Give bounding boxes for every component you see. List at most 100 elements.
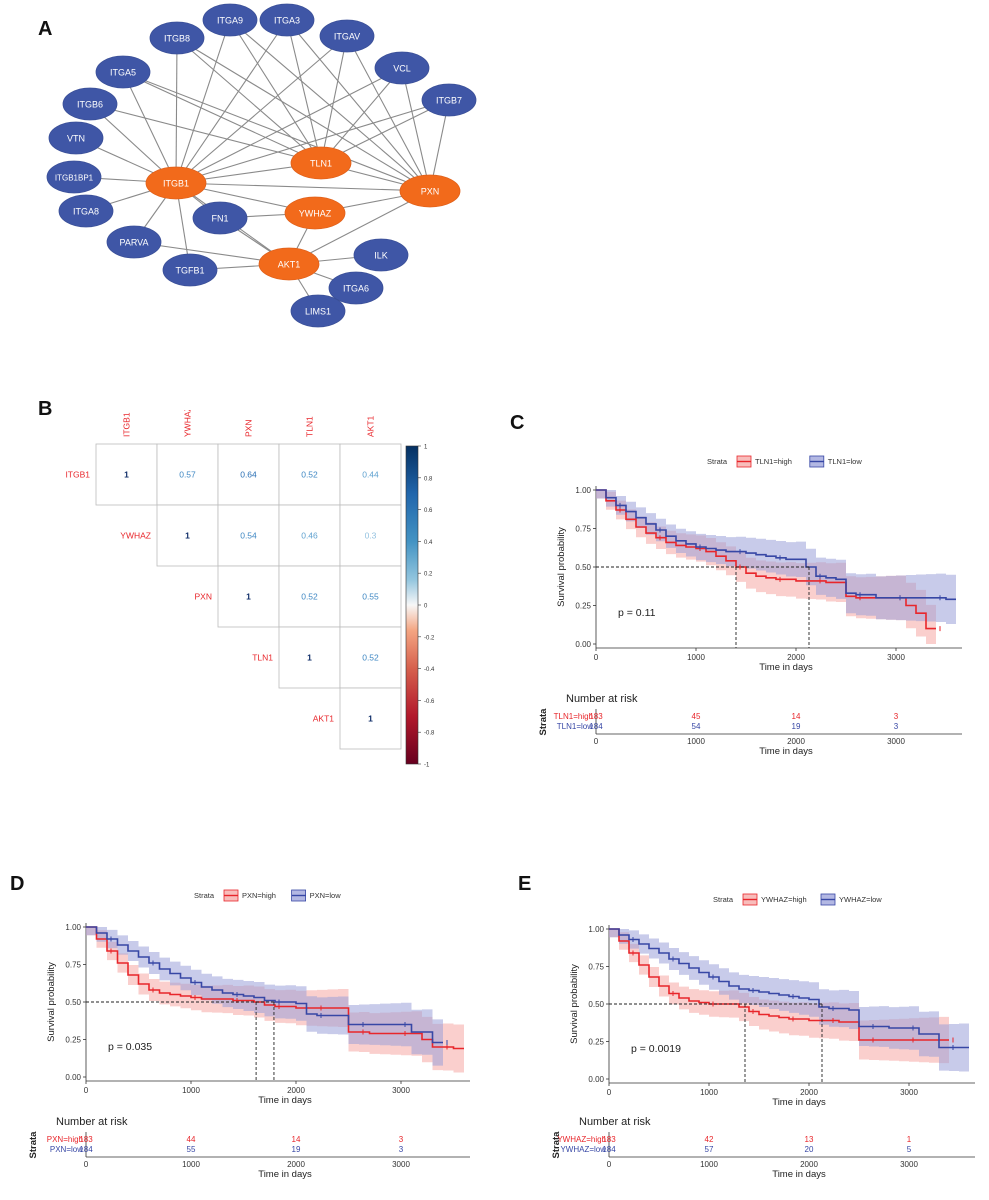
node-itga5: ITGA5: [95, 55, 151, 89]
edge-ITGB1-ITGAV: [175, 35, 348, 184]
edge-TLN1-ITGB8: [176, 37, 322, 164]
risk-count: 1: [907, 1135, 912, 1144]
risk-x-axis-label: Time in days: [759, 746, 813, 757]
confidence-band-low: [609, 929, 969, 1072]
node-parva: PARVA: [106, 225, 162, 259]
p-value: p = 0.035: [108, 1041, 152, 1053]
x-tick-label: 0: [594, 653, 599, 662]
node-ilk: ILK: [353, 238, 409, 272]
node-itga6: ITGA6: [328, 271, 384, 305]
node-tln1: TLN1: [290, 146, 352, 180]
edge-TLN1-VCL: [320, 67, 403, 164]
risk-x-tick: 1000: [700, 1160, 718, 1169]
survival-curve-low: [609, 928, 969, 1049]
node-itgb8: ITGB8: [149, 21, 205, 55]
risk-row-label: TLN1=low: [557, 722, 593, 731]
corr-cell: [217, 443, 280, 506]
edge-TLN1-ITGAV: [320, 35, 348, 164]
risk-count: 3: [399, 1135, 404, 1144]
y-axis-label: Survival probability: [46, 962, 57, 1042]
colorbar-tick: -0.2: [424, 635, 435, 641]
colorbar-tick: 0: [424, 604, 428, 610]
node-itga8: ITGA8: [58, 194, 114, 228]
node-label: TGFB1: [175, 266, 204, 276]
legend-title: Strata: [194, 891, 215, 900]
risk-table-title: Number at risk: [56, 1116, 128, 1128]
edge-PXN-VCL: [401, 67, 431, 192]
corr-cell: [95, 443, 158, 506]
edge-TLN1-ITGA9: [229, 19, 322, 164]
y-tick-label: 0.25: [65, 1036, 81, 1045]
y-tick-label: 0.00: [588, 1075, 604, 1084]
x-tick-label: 2000: [287, 1086, 305, 1095]
risk-count: 184: [589, 722, 603, 731]
risk-count: 54: [692, 722, 701, 731]
risk-count: 14: [792, 712, 801, 721]
risk-count: 183: [79, 1135, 93, 1144]
node-label: AKT1: [278, 260, 301, 270]
legend-entry: PXN=high: [242, 891, 276, 900]
node-vcl: VCL: [374, 51, 430, 85]
p-value: p = 0.11: [618, 607, 656, 619]
node-label: PXN: [421, 187, 440, 197]
risk-count: 45: [692, 712, 701, 721]
node-label: ITGB6: [77, 100, 103, 110]
corr-cell: [217, 504, 280, 567]
panel-label-c: C: [510, 412, 525, 434]
node-label: YWHAZ: [299, 209, 332, 219]
colorbar-tick: -0.8: [424, 731, 435, 737]
risk-count: 44: [187, 1135, 196, 1144]
node-itga9: ITGA9: [202, 3, 258, 37]
risk-count: 13: [805, 1135, 814, 1144]
x-tick-label: 3000: [900, 1088, 918, 1097]
node-label: LIMS1: [305, 307, 331, 317]
node-label: ITGA6: [343, 284, 369, 294]
edge-PXN-ITGAV: [346, 35, 431, 192]
node-label: ITGA3: [274, 16, 300, 26]
row-header-ywhaz: YWHAZ: [120, 531, 151, 541]
y-tick-label: 0.00: [575, 640, 591, 649]
node-itga3: ITGA3: [259, 3, 315, 37]
edge-TLN1-ITGA3: [286, 19, 322, 164]
corr-value: 0.3: [365, 531, 377, 541]
y-tick-label: 0.75: [65, 961, 81, 970]
node-label: VTN: [67, 134, 85, 144]
x-tick-label: 1000: [700, 1088, 718, 1097]
risk-x-tick: 3000: [887, 737, 905, 746]
node-itgb1bp1: ITGB1BP1: [46, 160, 102, 194]
node-ywhaz: YWHAZ: [284, 196, 346, 230]
edge-ITGB1-ITGA9: [175, 19, 231, 184]
node-pxn: PXN: [399, 174, 461, 208]
x-tick-label: 0: [84, 1086, 89, 1095]
corr-cell: [339, 626, 402, 689]
node-label: ITGB1: [163, 179, 189, 189]
colorbar-tick: -0.6: [424, 699, 435, 705]
y-tick-label: 1.00: [588, 925, 604, 934]
risk-x-tick: 3000: [900, 1160, 918, 1169]
risk-count: 183: [602, 1135, 616, 1144]
legend: Strata YWHAZ=high YWHAZ=low: [713, 893, 882, 906]
node-itgb1: ITGB1: [145, 166, 207, 200]
corr-cell: [339, 565, 402, 628]
row-header-akt1: AKT1: [313, 714, 335, 724]
y-tick-label: 0.50: [575, 563, 591, 572]
row-header-tln1: TLN1: [252, 653, 273, 663]
colorbar-tick: 1: [424, 445, 428, 451]
risk-x-tick: 1000: [182, 1160, 200, 1169]
risk-x-axis-label: Time in days: [258, 1169, 312, 1180]
col-header-pxn: PXN: [244, 420, 254, 437]
legend-entry: YWHAZ=high: [761, 895, 807, 904]
node-label: FN1: [211, 214, 228, 224]
risk-count: 19: [292, 1145, 301, 1154]
corr-value: 0.57: [179, 470, 196, 480]
node-itgb7: ITGB7: [421, 83, 477, 117]
correlation-grid: ITGB1 YWHAZ PXN TLN1 AKT1 ITGB1 1 0.57 0.64 0.52 0…: [65, 410, 402, 750]
x-tick-label: 1000: [687, 653, 705, 662]
panel-label-d: D: [10, 873, 25, 895]
corr-cell: [339, 687, 402, 750]
risk-table-title: Number at risk: [579, 1116, 651, 1128]
node-label: ILK: [374, 251, 388, 261]
y-axis-label: Survival probability: [556, 527, 567, 607]
